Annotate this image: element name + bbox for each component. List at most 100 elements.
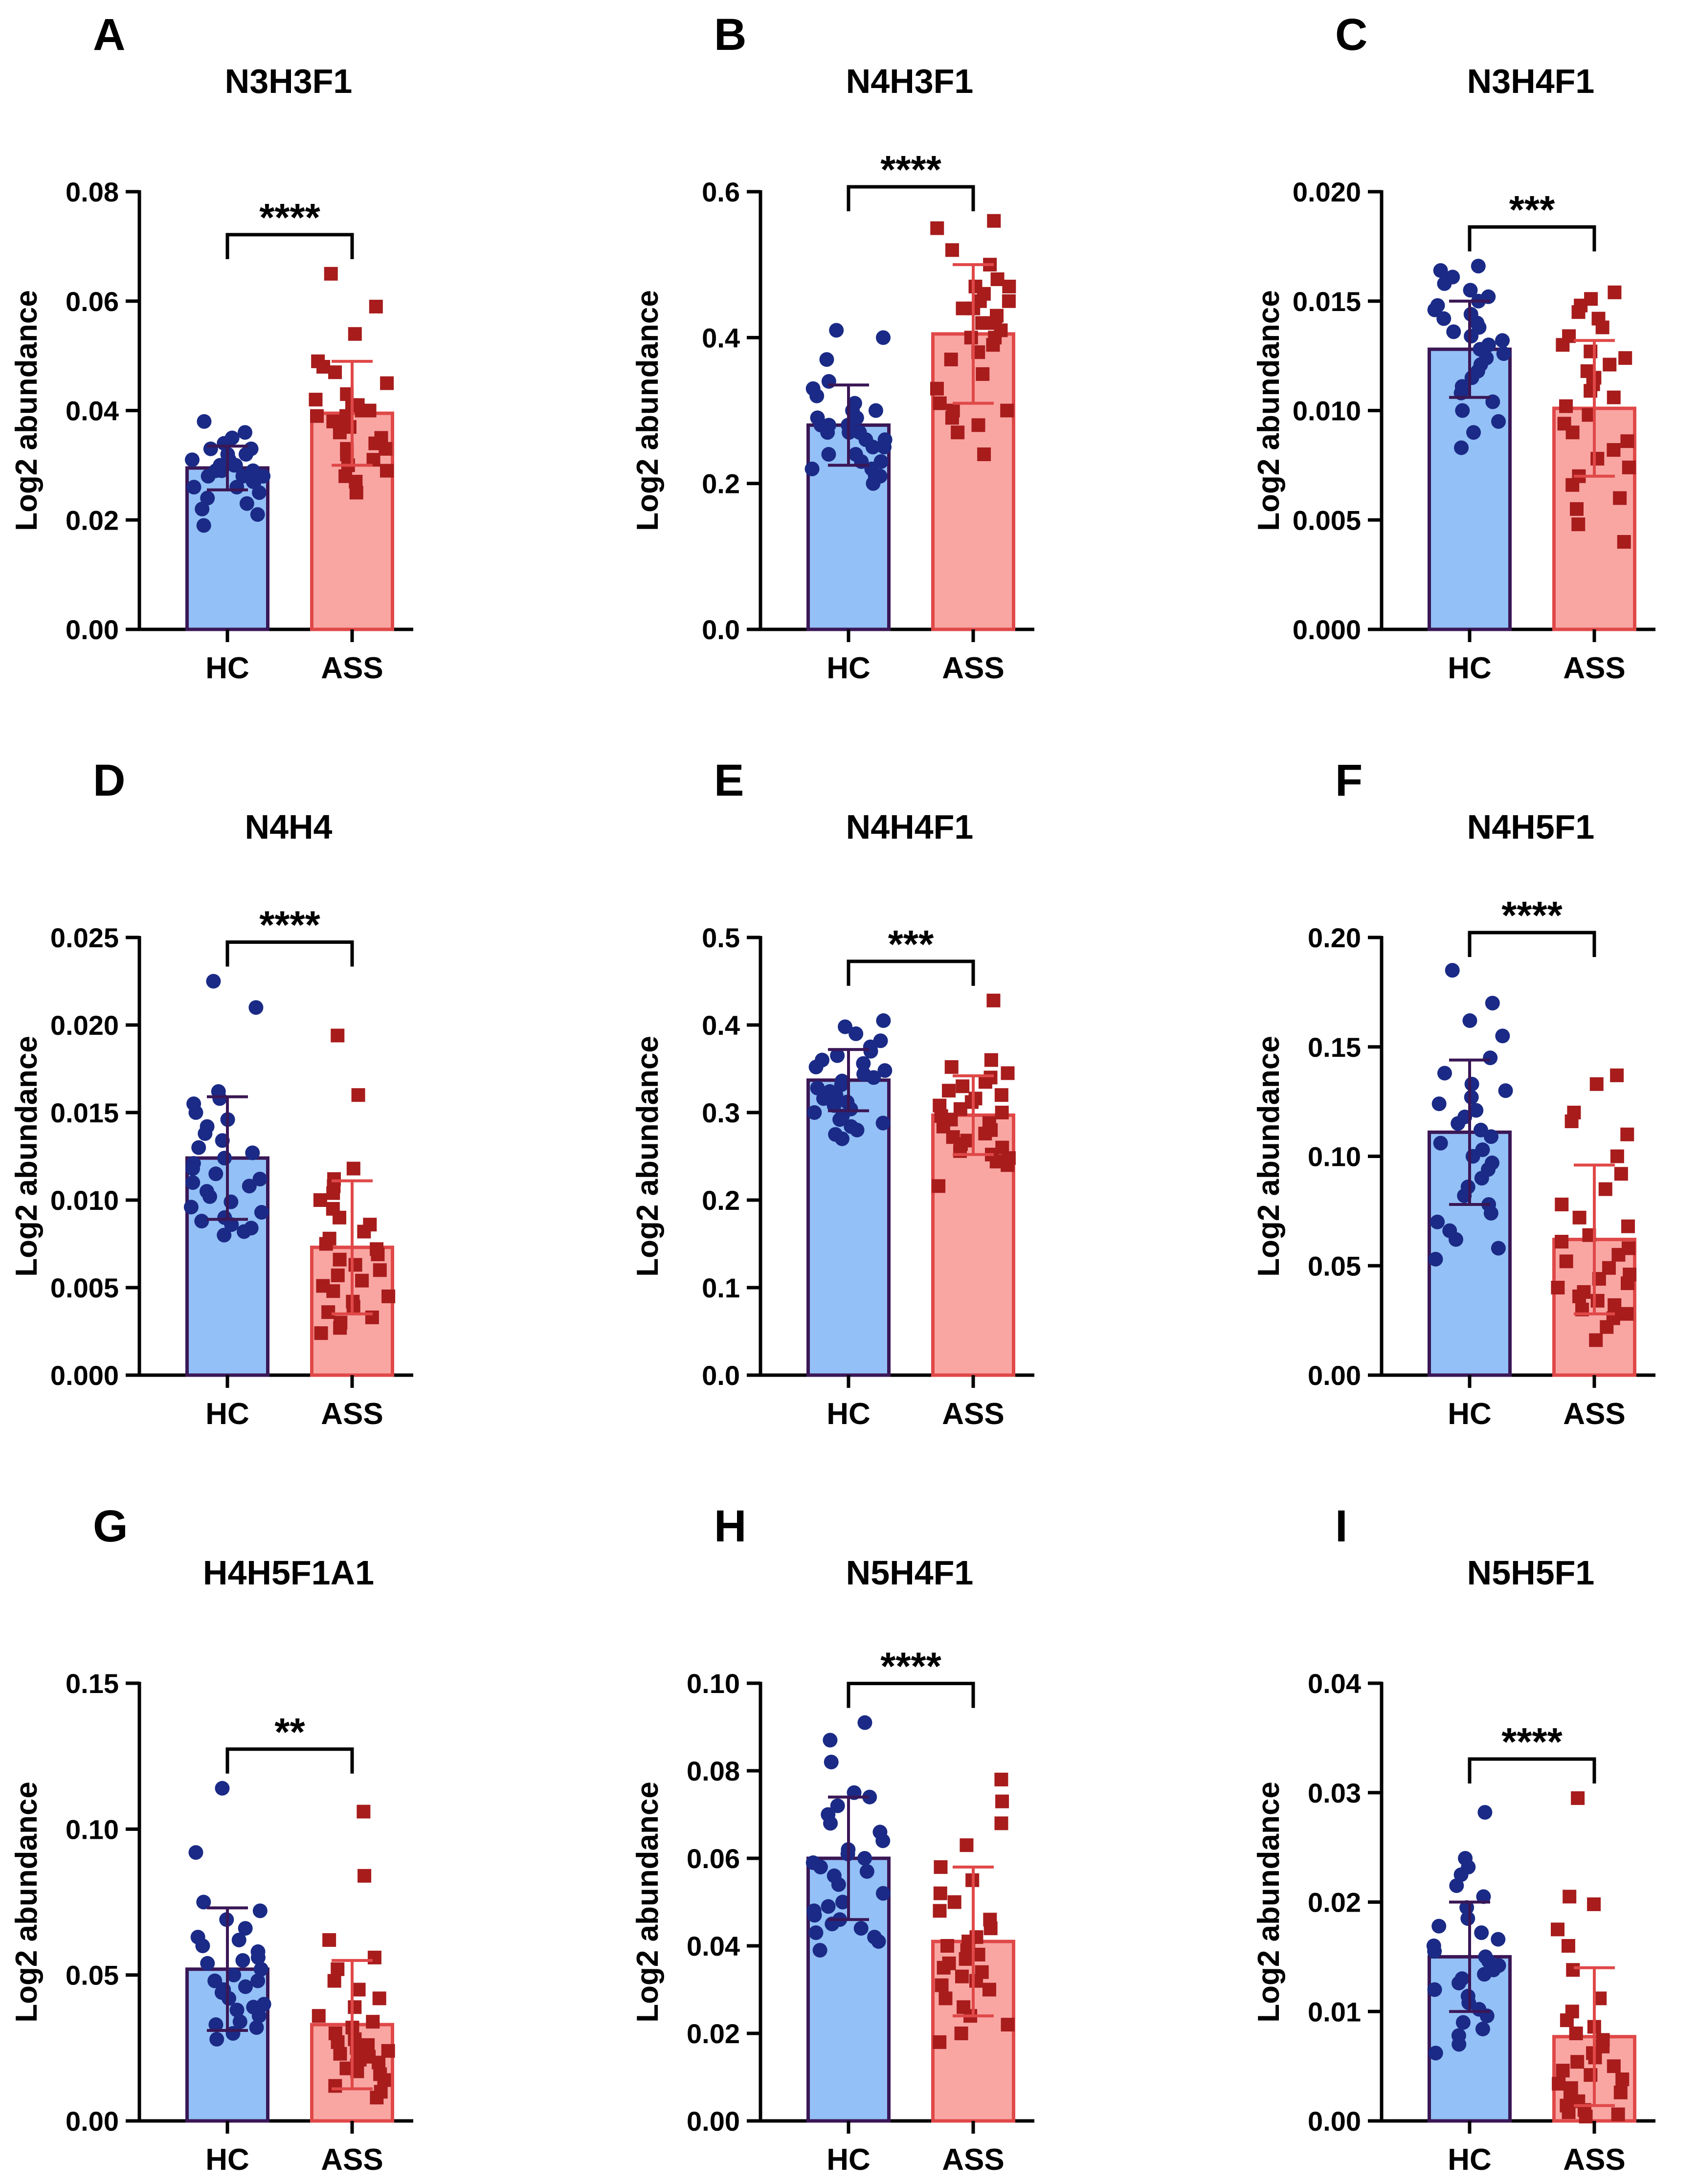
data-point-ass [333, 425, 347, 440]
significance-label: **** [1501, 1720, 1563, 1763]
panel-title: H4H5F1A1 [203, 1554, 374, 1592]
data-point-hc [1452, 1976, 1467, 1991]
data-point-ass [1571, 517, 1586, 532]
data-point-ass [1590, 1293, 1605, 1308]
y-tick-label: 0.00 [1308, 2106, 1361, 2137]
x-tick-label: ASS [321, 651, 383, 685]
data-point-hc [823, 1733, 838, 1748]
x-tick-label: HC [1448, 651, 1492, 685]
data-point-ass [954, 2027, 968, 2040]
y-tick-label: 0.04 [66, 396, 119, 426]
data-point-hc [1471, 259, 1486, 274]
data-point-hc [228, 458, 243, 473]
y-tick-label: 0.015 [1293, 286, 1361, 317]
data-point-hc [1498, 1083, 1513, 1098]
y-axis-label: Log2 abundance [631, 290, 665, 531]
data-point-hc [1469, 1103, 1484, 1118]
data-point-hc [209, 2031, 224, 2047]
data-point-hc [1431, 1918, 1447, 1934]
significance-label: ** [274, 1710, 305, 1754]
data-point-hc [1433, 1136, 1448, 1151]
data-point-ass [994, 1088, 1008, 1102]
data-point-hc [821, 1899, 836, 1914]
data-point-ass [1608, 285, 1622, 299]
bar-hc [806, 1078, 891, 1377]
data-point-hc [829, 323, 844, 338]
data-point-hc [859, 1864, 874, 1879]
x-tick-label: HC [827, 2143, 871, 2177]
data-point-hc [206, 974, 221, 989]
data-point-ass [1555, 1235, 1569, 1249]
data-point-hc [1436, 311, 1452, 326]
data-point-hc [827, 1098, 842, 1113]
data-point-hc [1460, 1911, 1475, 1926]
data-point-hc [807, 1908, 822, 1923]
data-point-ass [976, 367, 990, 381]
y-tick-label: 0.010 [50, 1185, 119, 1216]
data-point-ass [944, 1060, 959, 1074]
data-point-hc [1449, 1878, 1464, 1893]
data-point-ass [348, 2000, 362, 2014]
data-point-ass [1570, 502, 1584, 516]
data-point-ass [333, 2047, 347, 2061]
x-tick-label: ASS [321, 2143, 383, 2177]
data-point-ass [1000, 403, 1014, 418]
data-point-hc [1463, 283, 1478, 298]
panel-D: D N4H4 Log2 abundance 0.000 0.005 0.010 0.015 0… [10, 756, 413, 1431]
data-point-hc [239, 496, 254, 511]
panel-title: N4H4 [245, 808, 333, 846]
data-point-ass [370, 2091, 384, 2105]
data-point-ass [1570, 2055, 1585, 2069]
x-tick-label: ASS [1563, 1397, 1625, 1431]
data-point-hc [1455, 2015, 1471, 2030]
data-point-hc [232, 2014, 247, 2029]
data-point-hc [1495, 1028, 1510, 1044]
data-point-hc [1477, 1805, 1493, 1820]
data-point-ass [1615, 2072, 1630, 2086]
data-point-hc [1475, 2022, 1490, 2037]
panel-F: F N4H5F1 Log2 abundance 0.00 0.05 0.10 0.15 0.2… [1252, 756, 1655, 1431]
data-point-ass [969, 1974, 983, 1988]
significance-bracket [225, 1747, 354, 1774]
data-point-ass [1566, 1963, 1580, 1977]
data-point-hc [250, 1973, 266, 1988]
data-point-ass [1589, 1333, 1603, 1347]
data-point-ass [1610, 1068, 1624, 1082]
data-point-hc [245, 1145, 260, 1160]
data-point-hc [214, 463, 229, 478]
significance-bracket [1468, 1757, 1596, 1783]
data-point-ass [1561, 1939, 1575, 1953]
data-point-ass [1555, 1197, 1569, 1211]
data-point-hc [212, 1091, 227, 1106]
data-point-ass [1603, 357, 1617, 372]
panel-title: N4H5F1 [1467, 808, 1595, 846]
y-tick-label: 0.00 [66, 2106, 119, 2137]
x-tick-label: ASS [942, 1397, 1004, 1431]
data-point-ass [309, 393, 323, 407]
data-point-hc [830, 1048, 845, 1063]
data-point-hc [231, 1933, 246, 1948]
panel-title: N5H4F1 [846, 1554, 974, 1592]
significance-label: **** [880, 148, 941, 191]
y-axis-label: Log2 abundance [1252, 290, 1286, 531]
data-point-hc [807, 1105, 822, 1120]
data-point-ass [1590, 451, 1605, 466]
data-point-ass [933, 396, 947, 410]
data-point-ass [379, 442, 393, 456]
data-point-hc [1454, 440, 1469, 455]
panel-letter: A [93, 10, 125, 60]
data-point-ass [324, 267, 338, 281]
data-point-ass [1611, 2107, 1625, 2121]
x-tick-label: HC [205, 1397, 249, 1431]
data-point-ass [975, 316, 989, 330]
data-point-ass [373, 1263, 387, 1277]
data-point-hc [808, 1059, 824, 1074]
significance-label: **** [259, 196, 320, 239]
data-point-hc [824, 1755, 839, 1770]
data-point-ass [381, 1289, 396, 1303]
data-point-hc [1491, 1932, 1506, 1947]
data-point-hc [208, 2017, 223, 2032]
significance-bracket [847, 1682, 975, 1708]
y-tick-label: 0.10 [66, 1814, 119, 1845]
data-point-ass [1559, 1254, 1573, 1269]
